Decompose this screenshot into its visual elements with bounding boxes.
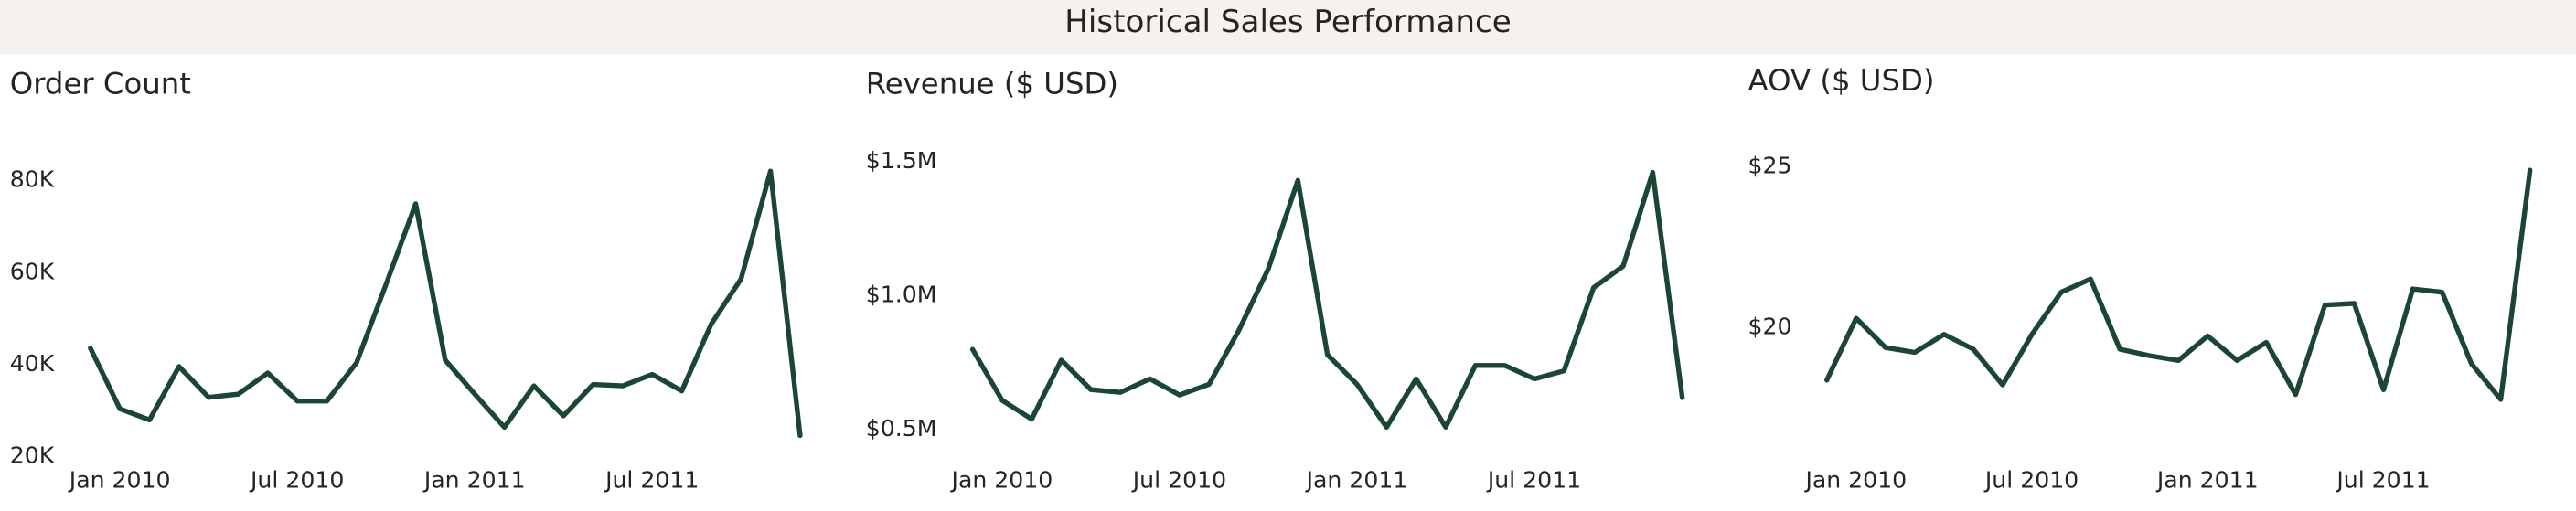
header-band xyxy=(0,0,2576,55)
chart-title: AOV ($ USD) xyxy=(1748,63,1935,98)
series-line xyxy=(1824,167,2533,402)
y-tick-label: 40K xyxy=(10,350,56,377)
y-tick-label: 80K xyxy=(10,166,56,193)
y-tick-label: $1.0M xyxy=(866,282,937,308)
x-tick-label: Jan 2010 xyxy=(68,467,171,494)
y-tick-label: 20K xyxy=(10,442,56,469)
x-tick-label: Jul 2010 xyxy=(1983,467,2079,494)
y-tick-label: $1.5M xyxy=(866,147,937,174)
y-tick-label: $20 xyxy=(1748,314,1792,340)
x-tick-label: Jan 2011 xyxy=(1305,467,1408,494)
y-tick-label: $0.5M xyxy=(866,415,937,442)
y-tick-label: 60K xyxy=(10,258,56,284)
y-tick-label: $25 xyxy=(1748,153,1792,179)
x-tick-label: Jan 2010 xyxy=(1803,467,1907,494)
x-tick-label: Jan 2011 xyxy=(422,467,526,494)
x-tick-label: Jul 2011 xyxy=(604,467,699,494)
x-tick-label: Jan 2011 xyxy=(2155,467,2259,494)
x-tick-label: Jul 2011 xyxy=(1486,467,1581,494)
x-tick-label: Jan 2010 xyxy=(950,467,1053,494)
x-tick-label: Jul 2011 xyxy=(2335,467,2430,494)
chart-title: Revenue ($ USD) xyxy=(866,67,1118,101)
series-line xyxy=(969,169,1685,430)
chart-title: Order Count xyxy=(10,67,191,101)
x-tick-label: Jul 2010 xyxy=(249,467,344,494)
page-title: Historical Sales Performance xyxy=(1064,4,1512,40)
series-line xyxy=(88,168,803,439)
x-tick-label: Jul 2010 xyxy=(1131,467,1226,494)
